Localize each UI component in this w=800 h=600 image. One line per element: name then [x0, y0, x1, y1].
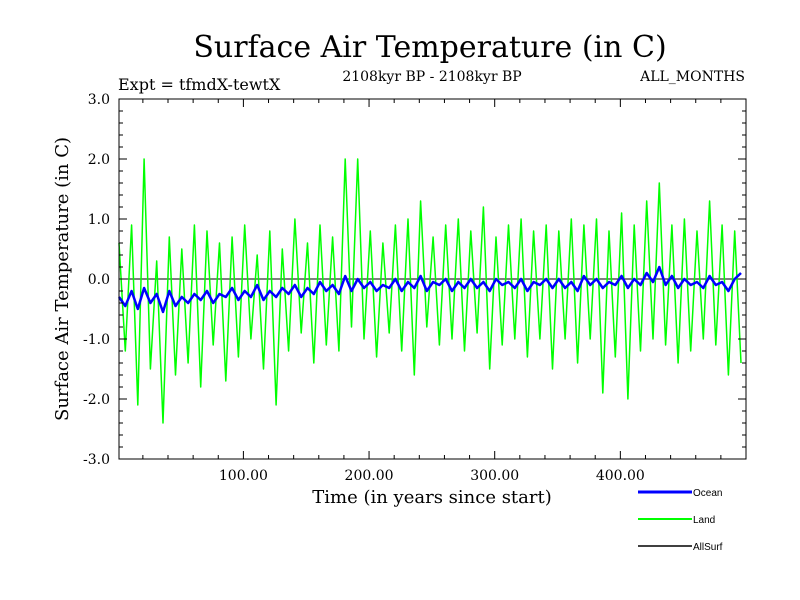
months-label: ALL_MONTHS	[639, 69, 745, 85]
x-tick-label: 400.00	[596, 468, 645, 484]
y-tick-label: 3.0	[88, 92, 110, 108]
y-tick-label: 2.0	[88, 152, 110, 168]
y-tick-label: -1.0	[83, 332, 110, 348]
chart-title: Surface Air Temperature (in C)	[193, 30, 666, 65]
x-tick-label: 300.00	[470, 468, 519, 484]
series-line-land	[118, 158, 742, 424]
x-tick-label: 200.00	[345, 468, 394, 484]
x-tick-label: 100.00	[219, 468, 268, 484]
y-tick-label: 0.0	[88, 272, 110, 288]
axes: 100.00 200.00 300.00 400.00 -3.0 -2.0 -1.0 0.0 1…	[83, 92, 747, 484]
legend-label-land: Land	[693, 515, 715, 526]
chart-subtitle: 2108kyr BP - 2108kyr BP	[342, 69, 521, 85]
experiment-label: Expt = tfmdX-tewtX	[118, 75, 281, 94]
plot-area	[117, 158, 746, 424]
legend-label-ocean: Ocean	[693, 488, 722, 499]
y-axis-label: Surface Air Temperature (in C)	[52, 137, 73, 421]
legend: Ocean Land AllSurf	[638, 488, 723, 553]
y-tick-label: 1.0	[88, 212, 110, 228]
x-axis-label: Time (in years since start)	[312, 487, 552, 508]
legend-label-allsurf: AllSurf	[693, 542, 723, 553]
y-tick-label: -3.0	[83, 452, 110, 468]
y-tick-label: -2.0	[83, 392, 110, 408]
series-line-ocean	[117, 265, 742, 314]
